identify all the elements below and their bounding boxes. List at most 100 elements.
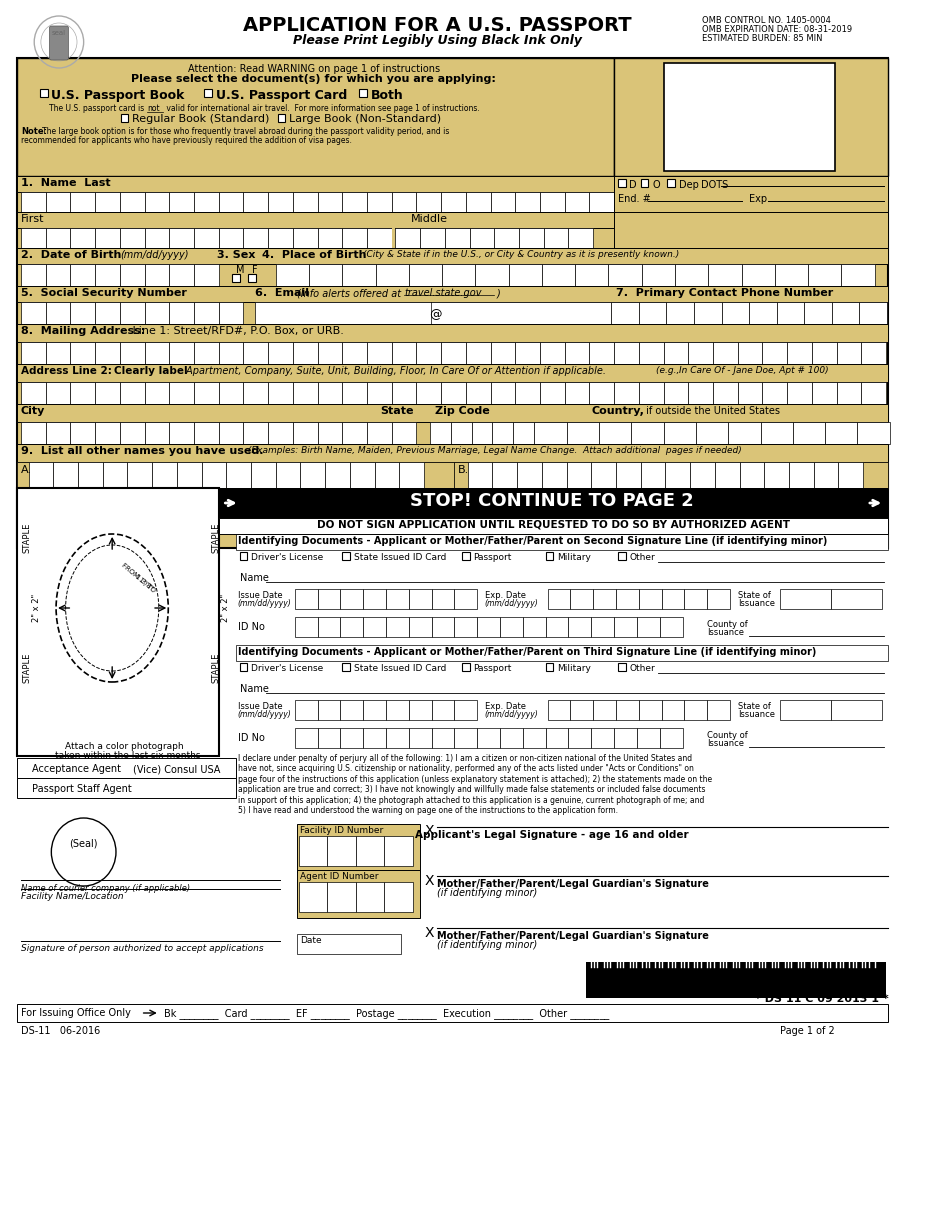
Bar xyxy=(471,422,492,444)
Bar xyxy=(103,462,127,488)
Bar xyxy=(543,228,568,248)
Bar xyxy=(194,342,218,364)
Bar xyxy=(95,264,120,287)
Bar xyxy=(793,422,826,444)
Bar xyxy=(17,403,888,422)
Bar xyxy=(144,264,169,287)
Text: End. #: End. # xyxy=(618,194,651,204)
Bar xyxy=(239,663,247,672)
Bar xyxy=(17,248,888,264)
Bar xyxy=(342,422,367,444)
Text: (Seal): (Seal) xyxy=(69,838,98,847)
Bar xyxy=(638,342,663,364)
Bar xyxy=(638,700,661,720)
Bar xyxy=(226,462,251,488)
Bar xyxy=(296,824,420,872)
Bar xyxy=(395,228,420,248)
Bar xyxy=(684,589,708,609)
Text: (mm/dd/yyyy): (mm/dd/yyyy) xyxy=(120,250,188,260)
Bar xyxy=(17,323,888,342)
Bar xyxy=(218,303,243,323)
Bar xyxy=(342,192,367,212)
Text: In Care Of - Jane Doe, Apt # 100): In Care Of - Jane Doe, Apt # 100) xyxy=(678,367,828,375)
Text: Name: Name xyxy=(239,684,269,694)
Bar xyxy=(780,700,831,720)
Bar xyxy=(293,192,317,212)
Bar xyxy=(21,383,46,403)
Bar xyxy=(616,589,638,609)
Text: OMB EXPIRATION DATE: 08-31-2019: OMB EXPIRATION DATE: 08-31-2019 xyxy=(702,25,852,34)
Bar xyxy=(564,383,589,403)
Text: Note:: Note: xyxy=(21,127,47,137)
Bar xyxy=(17,488,219,756)
Bar xyxy=(317,342,342,364)
Bar xyxy=(614,383,638,403)
Bar xyxy=(492,462,517,488)
Bar xyxy=(638,589,661,609)
Bar xyxy=(515,383,540,403)
Bar xyxy=(21,763,28,771)
Bar xyxy=(614,176,888,212)
Bar xyxy=(775,264,808,287)
Bar xyxy=(386,700,408,720)
Bar xyxy=(268,383,293,403)
Bar xyxy=(547,589,570,609)
Text: Both: Both xyxy=(370,89,404,102)
Bar xyxy=(708,589,731,609)
Text: Middle: Middle xyxy=(410,214,447,224)
Bar xyxy=(564,192,589,212)
Text: Attach a color photograph: Attach a color photograph xyxy=(65,742,183,752)
Text: Name of courier company (if applicable): Name of courier company (if applicable) xyxy=(21,884,190,893)
Bar xyxy=(534,422,566,444)
Bar xyxy=(277,114,285,122)
Bar xyxy=(169,228,194,248)
Bar xyxy=(500,728,523,748)
Bar xyxy=(391,192,416,212)
Text: STOP! CONTINUE TO PAGE 2: STOP! CONTINUE TO PAGE 2 xyxy=(409,492,694,510)
Bar xyxy=(21,422,46,444)
Bar xyxy=(169,264,194,287)
Bar xyxy=(127,462,152,488)
Bar xyxy=(70,383,95,403)
Bar xyxy=(340,589,363,609)
Text: (mm/dd/yyyy): (mm/dd/yyyy) xyxy=(238,599,292,608)
Bar xyxy=(713,342,738,364)
Text: 4.  Place of Birth: 4. Place of Birth xyxy=(262,250,367,260)
Bar xyxy=(70,303,95,323)
Bar xyxy=(540,342,564,364)
Bar xyxy=(363,700,386,720)
Bar xyxy=(545,552,553,560)
Bar xyxy=(95,192,120,212)
Bar xyxy=(243,192,268,212)
Bar xyxy=(738,383,763,403)
Text: Dep: Dep xyxy=(678,180,698,189)
Bar xyxy=(640,462,665,488)
Bar xyxy=(46,422,70,444)
Bar xyxy=(317,589,340,609)
Text: State Issued ID Card: State Issued ID Card xyxy=(353,554,446,562)
Bar xyxy=(218,422,243,444)
Text: City: City xyxy=(21,406,46,416)
Bar xyxy=(508,264,542,287)
Bar xyxy=(429,422,450,444)
Bar xyxy=(70,192,95,212)
Bar xyxy=(28,462,53,488)
Bar xyxy=(591,462,616,488)
Bar xyxy=(477,728,500,748)
Bar xyxy=(689,383,713,403)
Bar xyxy=(614,58,888,176)
Text: Military: Military xyxy=(557,554,591,562)
Bar xyxy=(408,700,431,720)
Bar xyxy=(616,700,638,720)
Bar xyxy=(431,589,454,609)
Bar xyxy=(663,383,689,403)
Bar xyxy=(70,342,95,364)
Text: ID No: ID No xyxy=(238,622,264,632)
Bar xyxy=(194,192,218,212)
Bar xyxy=(363,728,386,748)
Bar xyxy=(454,462,888,488)
Text: County of: County of xyxy=(708,731,748,740)
Bar xyxy=(462,663,469,672)
Bar xyxy=(780,589,831,609)
Bar xyxy=(294,700,317,720)
